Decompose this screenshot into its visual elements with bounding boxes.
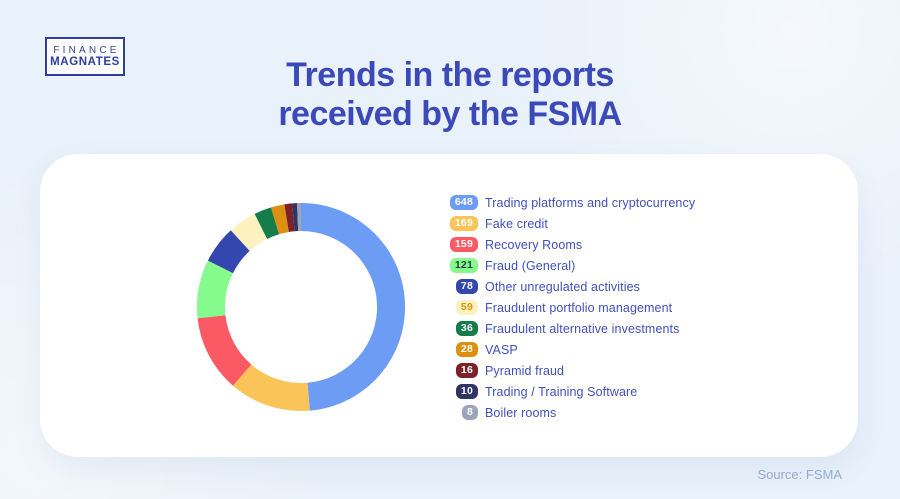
legend-count-badge: 8 <box>461 405 478 420</box>
page-title-line1: Trends in the reports <box>286 56 614 94</box>
legend-label: Fake credit <box>485 216 548 231</box>
legend-item: 648 Trading platforms and cryptocurrency <box>444 192 695 213</box>
donut-segment <box>284 203 295 232</box>
donut-segment <box>230 213 268 251</box>
legend-badge-wrap: 159 <box>444 237 478 252</box>
legend-badge-wrap: 8 <box>444 405 478 420</box>
legend-item: 8 Boiler rooms <box>444 402 695 423</box>
legend-label: Boiler rooms <box>485 405 557 420</box>
legend-item: 169 Fake credit <box>444 213 695 234</box>
finance-magnates-logo: FINANCE MAGNATES <box>45 37 125 76</box>
donut-segment <box>254 207 280 239</box>
legend-count-badge: 78 <box>455 279 478 294</box>
legend-label: Other unregulated activities <box>485 279 640 294</box>
logo-text-finance: FINANCE <box>53 44 120 56</box>
legend-label: Fraudulent alternative investments <box>485 321 680 336</box>
page-title-line2: received by the FSMA <box>278 95 622 133</box>
legend-item: 121 Fraud (General) <box>444 255 695 276</box>
legend-label: Trading platforms and cryptocurrency <box>485 195 696 210</box>
legend-badge-wrap: 10 <box>444 384 478 399</box>
legend-count-badge: 648 <box>449 195 478 210</box>
donut-segment <box>297 202 301 232</box>
legend-item: 36 Fraudulent alternative investments <box>444 318 695 339</box>
chart-card <box>40 154 858 457</box>
legend-count-badge: 169 <box>449 216 478 231</box>
donut-chart <box>196 202 406 412</box>
legend-count-badge: 10 <box>455 384 478 399</box>
legend-badge-wrap: 16 <box>444 363 478 378</box>
donut-segment <box>207 230 250 274</box>
legend-item: 10 Trading / Training Software <box>444 381 695 402</box>
legend-label: Trading / Training Software <box>485 384 638 399</box>
legend-item: 159 Recovery Rooms <box>444 234 695 255</box>
donut-segment <box>233 364 310 412</box>
legend-item: 28 VASP <box>444 339 695 360</box>
legend-item: 78 Other unregulated activities <box>444 276 695 297</box>
legend-count-badge: 16 <box>455 363 478 378</box>
legend-badge-wrap: 59 <box>444 300 478 315</box>
legend-count-badge: 159 <box>449 237 478 252</box>
legend-badge-wrap: 78 <box>444 279 478 294</box>
legend-label: Fraud (General) <box>485 258 576 273</box>
donut-segment <box>301 202 406 411</box>
legend-item: 16 Pyramid fraud <box>444 360 695 381</box>
logo-text-magnates: MAGNATES <box>50 55 120 68</box>
donut-segment <box>292 203 299 232</box>
legend-count-badge: 59 <box>455 300 478 315</box>
legend-item: 59 Fraudulent portfolio management <box>444 297 695 318</box>
legend-count-badge: 121 <box>449 258 478 273</box>
legend-badge-wrap: 121 <box>444 258 478 273</box>
page-title: Trends in the reports received by the FS… <box>0 56 900 134</box>
legend-label: Recovery Rooms <box>485 237 583 252</box>
legend-label: Pyramid fraud <box>485 363 565 378</box>
chart-legend: 648 Trading platforms and cryptocurrency 1… <box>444 192 695 423</box>
legend-badge-wrap: 36 <box>444 321 478 336</box>
donut-segment <box>196 260 233 319</box>
legend-badge-wrap: 28 <box>444 342 478 357</box>
legend-label: Fraudulent portfolio management <box>485 300 673 315</box>
source-note: Source: FSMA <box>757 467 842 482</box>
legend-badge-wrap: 648 <box>444 195 478 210</box>
donut-segment <box>271 204 289 235</box>
legend-label: VASP <box>485 342 518 357</box>
legend-count-badge: 36 <box>455 321 478 336</box>
legend-count-badge: 28 <box>455 342 478 357</box>
legend-badge-wrap: 169 <box>444 216 478 231</box>
donut-segment <box>197 315 252 386</box>
